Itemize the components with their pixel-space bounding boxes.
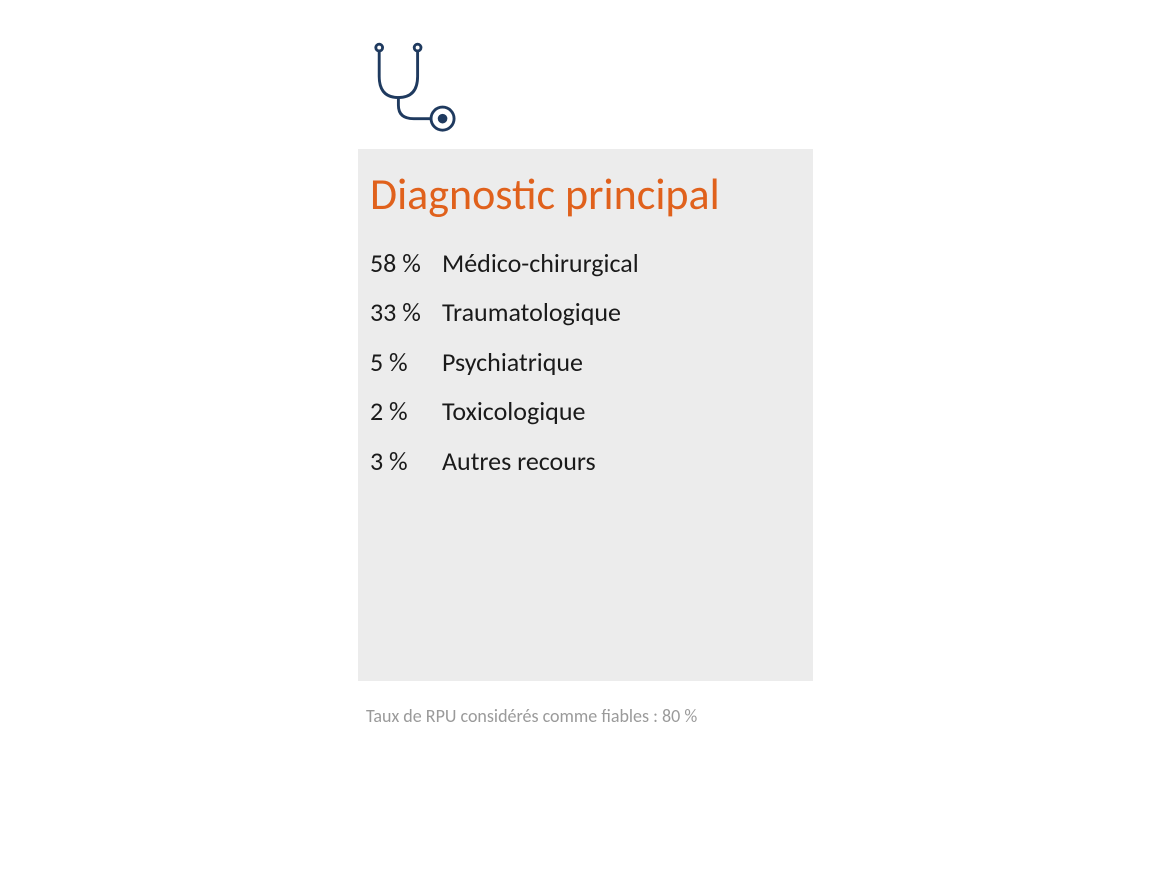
diagnostic-label: Psychiatrique: [442, 338, 583, 387]
diagnostic-item: 2 % Toxicologique: [370, 387, 801, 436]
diagnostic-item: 33 % Traumatologique: [370, 288, 801, 337]
diagnostic-label: Autres recours: [442, 437, 596, 486]
footer-note: Taux de RPU considérés comme fiables : 8…: [366, 705, 813, 727]
diagnostic-pct: 3 %: [370, 437, 442, 486]
stethoscope-icon: [360, 38, 813, 139]
diagnostic-label: Toxicologique: [442, 387, 585, 436]
diagnostic-pct: 2 %: [370, 387, 442, 436]
diagnostic-pct: 58 %: [370, 239, 442, 288]
diagnostic-item: 58 % Médico-chirurgical: [370, 239, 801, 288]
diagnostic-pct: 33 %: [370, 288, 442, 337]
content-wrapper: Diagnostic principal 58 % Médico-chirurg…: [358, 38, 813, 727]
diagnostic-pct: 5 %: [370, 338, 442, 387]
diagnostic-label: Traumatologique: [442, 288, 621, 337]
diagnostic-item: 3 % Autres recours: [370, 437, 801, 486]
card-title: Diagnostic principal: [370, 167, 801, 221]
diagnostic-label: Médico-chirurgical: [442, 239, 639, 288]
diagnostic-item: 5 % Psychiatrique: [370, 338, 801, 387]
diagnostic-card: Diagnostic principal 58 % Médico-chirurg…: [358, 149, 813, 681]
